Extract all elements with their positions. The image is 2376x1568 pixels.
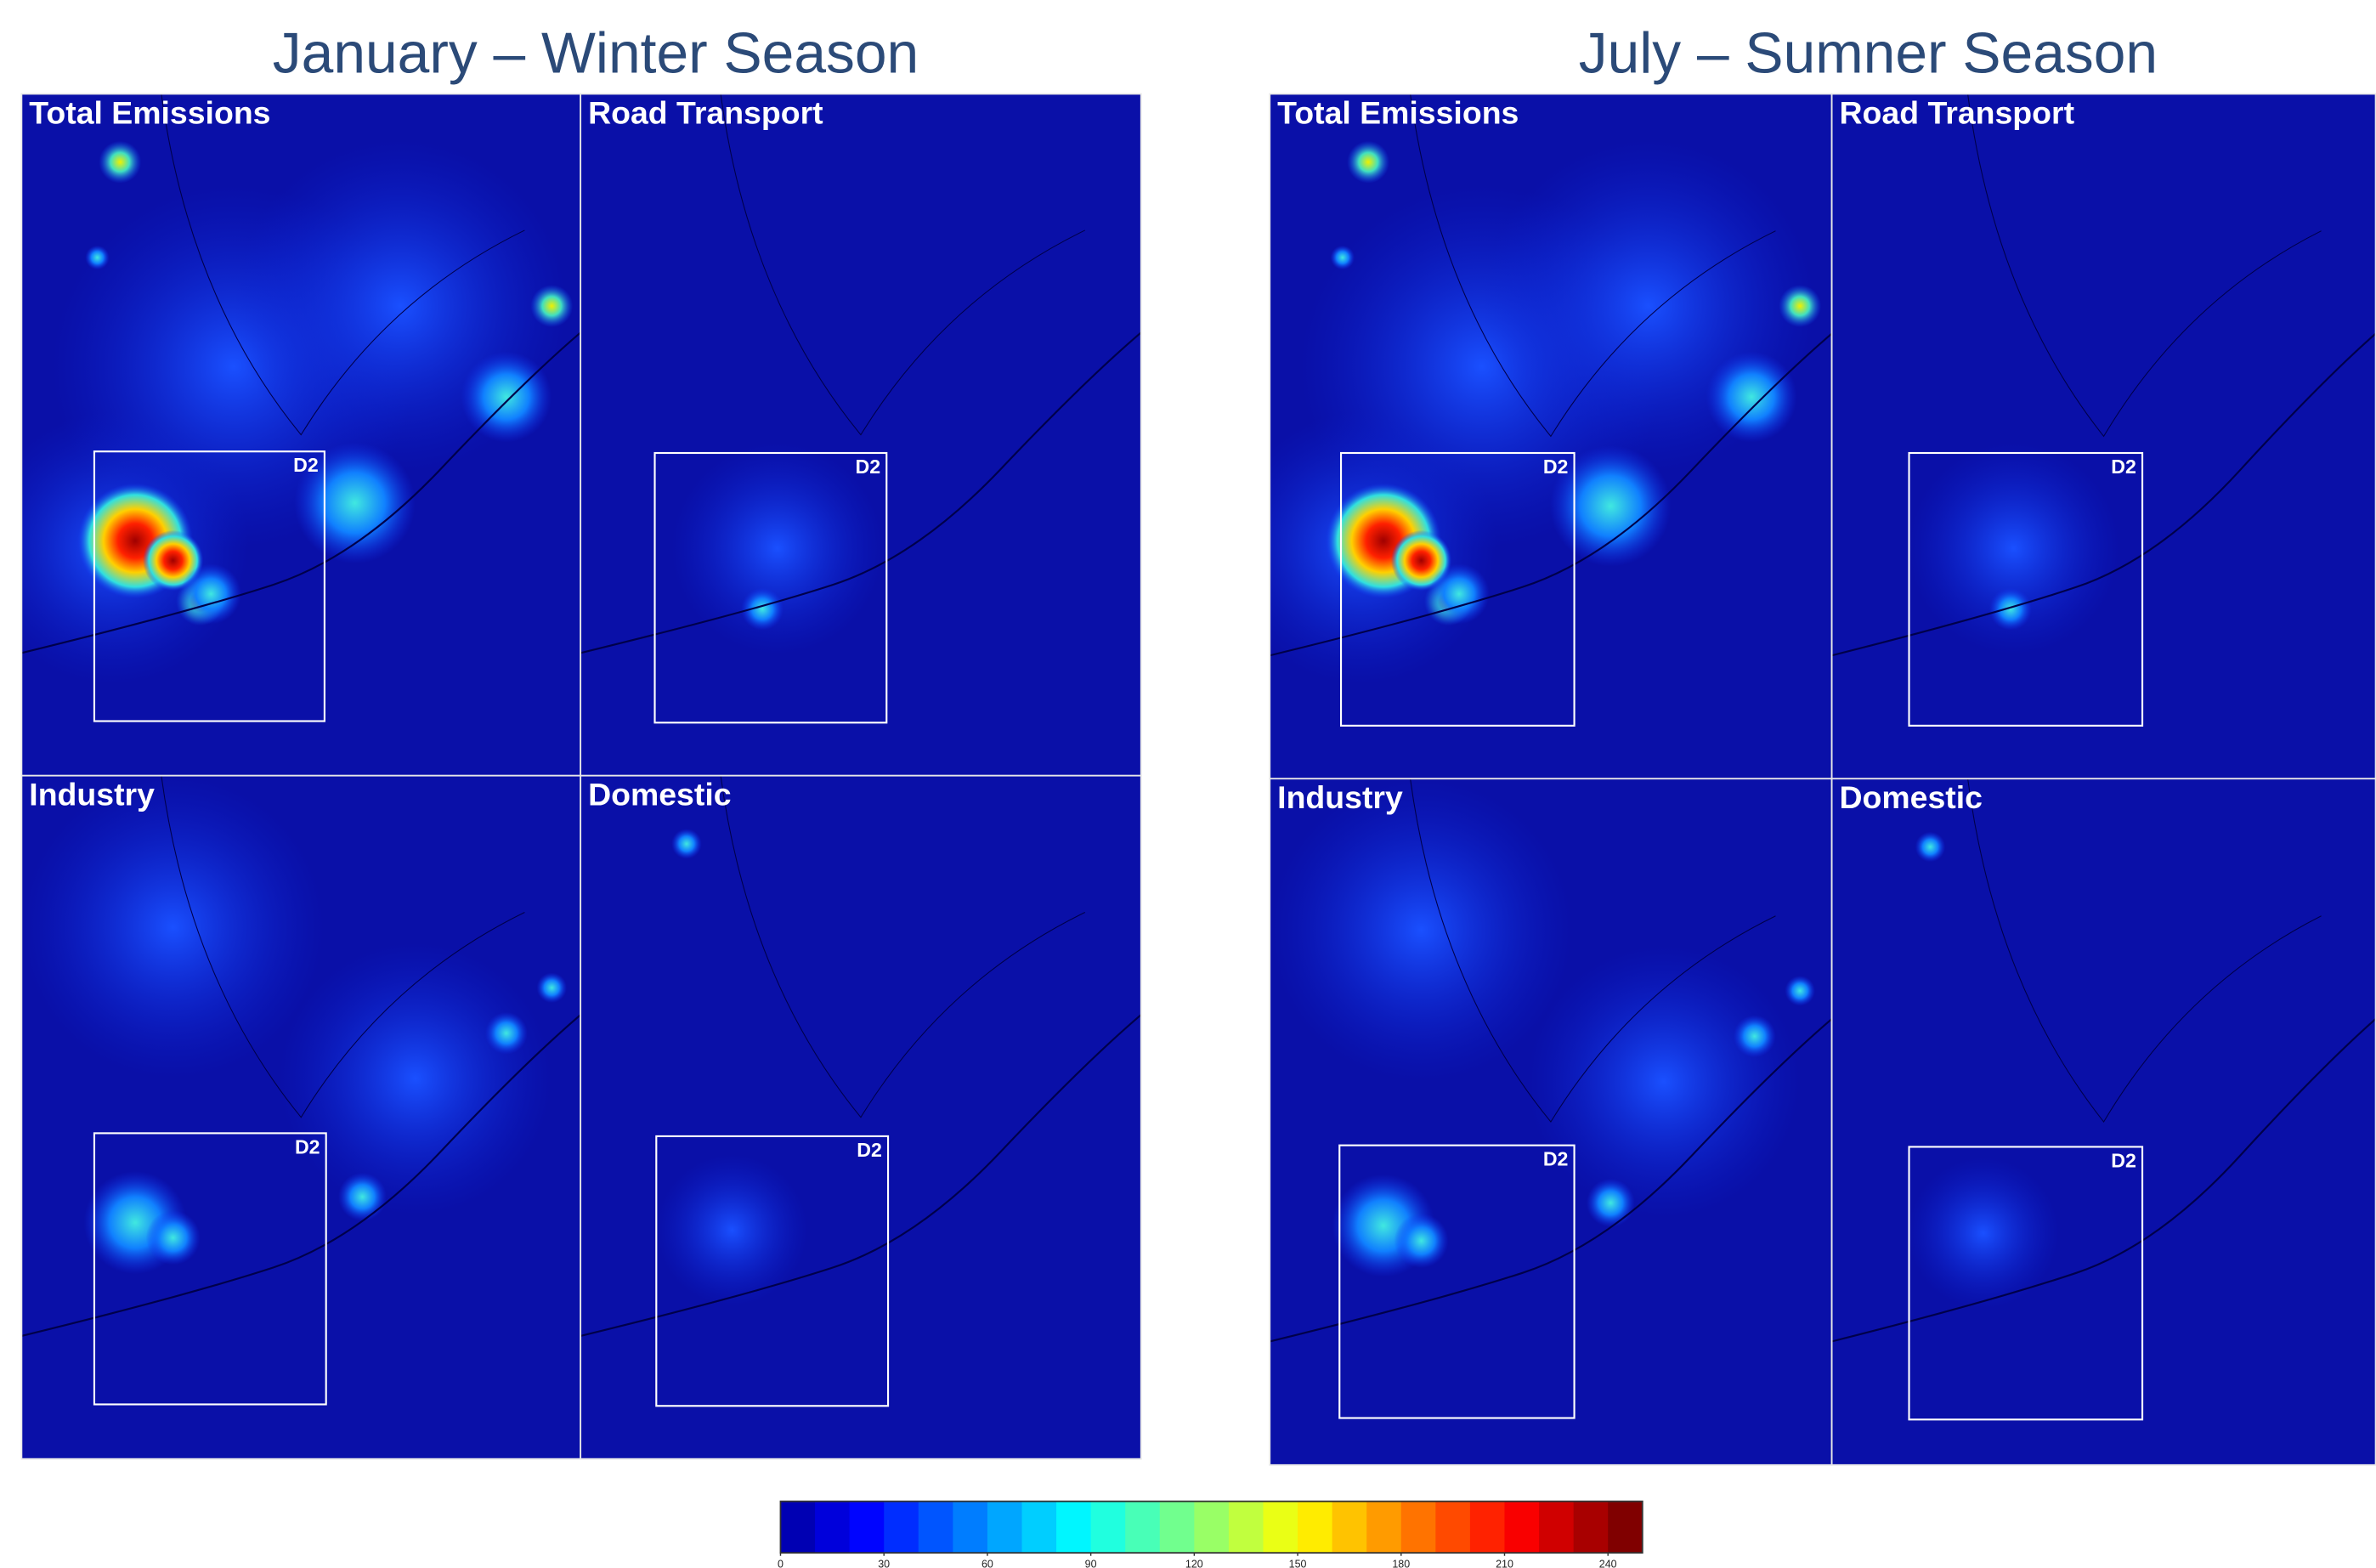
map-panel	[0, 94, 580, 776]
colorbar-step	[815, 1502, 850, 1554]
colorbar-step	[1401, 1502, 1436, 1554]
emission-area	[1785, 976, 1815, 1006]
emission-area	[181, 563, 241, 624]
map-panel	[1832, 778, 2376, 1465]
colorbar-step	[919, 1502, 953, 1554]
emission-area	[1527, 945, 1800, 1218]
emission-area	[85, 246, 110, 270]
emission-area	[1428, 563, 1489, 624]
colorbar-step	[780, 1502, 815, 1554]
colorbar-step	[1125, 1502, 1160, 1554]
colorbar-tick-label: 30	[878, 1559, 890, 1568]
emission-area	[1706, 352, 1797, 443]
colorbar-step	[1332, 1502, 1367, 1554]
map-panel	[1270, 778, 1831, 1465]
emission-area	[1331, 246, 1355, 270]
emission-area	[1779, 285, 1821, 327]
panel-label: Road Transport	[588, 94, 823, 130]
colorbar-tick-label: 180	[1392, 1559, 1410, 1568]
emission-area	[99, 141, 141, 184]
colorbar-step	[1574, 1502, 1609, 1554]
emission-area	[338, 1173, 387, 1221]
panel-label: Industry	[1277, 779, 1403, 815]
emission-area	[461, 352, 552, 443]
colorbar-tick-label: 120	[1185, 1559, 1203, 1568]
map-panel	[1225, 94, 1832, 779]
colorbar-step	[1091, 1502, 1126, 1554]
colorbar: 0 30 60 90 120 150 180 210 240	[778, 1502, 1643, 1568]
colorbar-step	[1366, 1502, 1401, 1554]
panel-label: Total Emissions	[29, 94, 270, 130]
d2-label: D2	[1543, 456, 1569, 478]
colorbar-step	[1160, 1502, 1195, 1554]
d2-label: D2	[2111, 1149, 2136, 1171]
map-panel	[21, 776, 580, 1459]
colorbar-step	[1435, 1502, 1470, 1554]
d2-label: D2	[2111, 456, 2136, 478]
season-title: July – Sumner Season	[1579, 22, 2158, 86]
colorbar-step	[1539, 1502, 1574, 1554]
figure: January – Winter Season July – Sumner Se…	[0, 0, 2376, 1568]
colorbar-step	[1470, 1502, 1505, 1554]
colorbar-step	[1021, 1502, 1056, 1554]
emission-area	[536, 972, 567, 1003]
colorbar-tick-label: 240	[1599, 1559, 1617, 1568]
emission-area	[1989, 588, 2032, 631]
colorbar-step	[884, 1502, 919, 1554]
panel-label: Domestic	[588, 777, 731, 812]
emission-area	[1734, 1015, 1776, 1057]
emission-area	[1347, 141, 1389, 184]
map-panel	[580, 94, 1141, 776]
panel-label: Industry	[29, 777, 155, 812]
emission-area	[21, 776, 325, 1079]
emission-area	[1394, 1214, 1448, 1268]
d2-label: D2	[1543, 1148, 1569, 1170]
emission-area	[741, 588, 784, 631]
colorbar-step	[1194, 1502, 1229, 1554]
emission-area	[671, 829, 702, 859]
d2-label: D2	[857, 1139, 882, 1161]
colorbar-tick-label: 150	[1289, 1559, 1307, 1568]
d2-label: D2	[295, 1135, 320, 1158]
emission-area	[1587, 1179, 1635, 1227]
colorbar-tick-label: 0	[778, 1559, 784, 1568]
colorbar-step	[1263, 1502, 1298, 1554]
colorbar-step	[953, 1502, 987, 1554]
panel-label: Total Emissions	[1277, 94, 1519, 130]
colorbar-step	[1608, 1502, 1643, 1554]
colorbar-step	[850, 1502, 885, 1554]
map-panel	[1832, 94, 2376, 779]
colorbar-step	[987, 1502, 1022, 1554]
emission-area	[530, 285, 573, 327]
d2-label: D2	[856, 456, 881, 478]
colorbar-tick-label: 90	[1085, 1559, 1097, 1568]
emission-area	[485, 1012, 528, 1055]
panels: D2 Total Emissions D2 Road Transport D2 Indus…	[0, 94, 2376, 1465]
map-panel	[580, 776, 1141, 1459]
colorbar-tick-label: 60	[982, 1559, 993, 1568]
colorbar-tick-label: 210	[1496, 1559, 1513, 1568]
colorbar-step	[1298, 1502, 1332, 1554]
emission-area	[146, 1210, 201, 1265]
colorbar-step	[1504, 1502, 1539, 1554]
d2-label: D2	[293, 454, 319, 476]
colorbar-step	[1056, 1502, 1091, 1554]
colorbar-step	[1229, 1502, 1264, 1554]
emission-area	[1915, 832, 1946, 863]
season-title: January – Winter Season	[273, 22, 919, 86]
panel-label: Road Transport	[1840, 94, 2075, 130]
emission-area	[1270, 778, 1573, 1082]
panel-label: Domestic	[1840, 779, 1983, 815]
